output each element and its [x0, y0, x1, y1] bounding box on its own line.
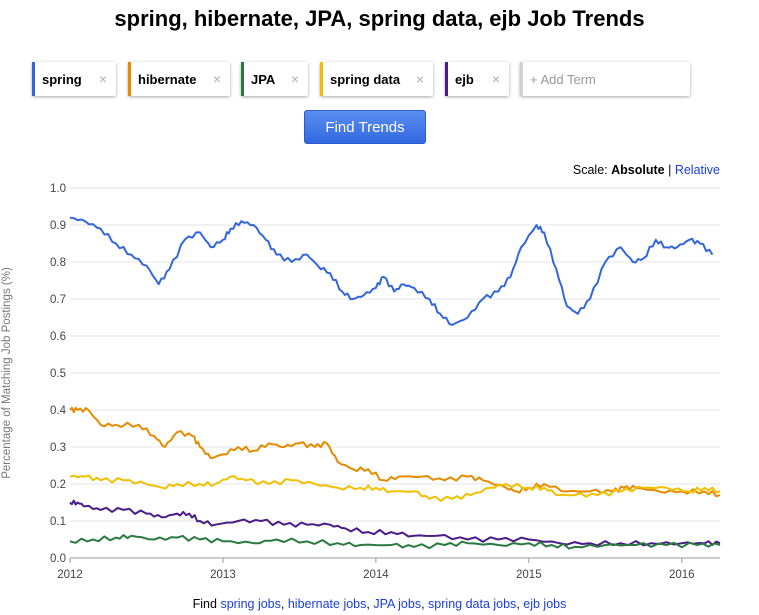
y-tick-label: 1.0: [50, 183, 66, 195]
term-label: ejb: [455, 72, 474, 87]
add-term-input[interactable]: + Add Term: [520, 62, 690, 96]
series-line-hibernate: [69, 406, 721, 498]
y-axis-label: Percentage of Matching Job Postings (%): [1, 267, 13, 479]
y-tick-label: 0.3: [50, 442, 66, 454]
remove-icon[interactable]: ×: [491, 71, 500, 87]
series-line-jpa: [69, 534, 721, 550]
footer-find-jobs: Find spring jobs, hibernate jobs, JPA jo…: [0, 597, 759, 611]
term-chip-hibernate[interactable]: hibernate ×: [128, 62, 230, 96]
x-tick-label: 2015: [516, 569, 542, 581]
x-tick-label: 2014: [363, 569, 389, 581]
footer-prefix: Find: [192, 597, 217, 611]
y-tick-label: 0.8: [50, 257, 66, 269]
term-color-bar: [520, 62, 523, 96]
footer-sep: ,: [280, 597, 285, 611]
term-color-bar: [128, 62, 131, 96]
find-trends-button[interactable]: Find Trends: [304, 110, 426, 144]
term-color-bar: [241, 62, 244, 96]
term-label: JPA: [251, 72, 276, 87]
scale-separator: |: [668, 163, 672, 177]
term-color-bar: [445, 62, 448, 96]
series-line-ejb: [69, 499, 721, 547]
remove-icon[interactable]: ×: [415, 71, 424, 87]
page-title: spring, hibernate, JPA, spring data, ejb…: [114, 6, 645, 31]
add-term-placeholder: + Add Term: [530, 72, 596, 87]
scale-selector: Scale: Absolute | Relative: [573, 163, 720, 177]
footer-sep: ,: [366, 597, 370, 611]
term-label: spring data: [330, 72, 401, 87]
hibernate-jobs-link[interactable]: hibernate jobs: [287, 597, 367, 611]
y-tick-label: 0.6: [50, 331, 66, 343]
remove-icon[interactable]: ×: [290, 71, 299, 87]
term-chip-jpa[interactable]: JPA ×: [241, 62, 308, 96]
scale-absolute-option[interactable]: Absolute: [611, 163, 665, 177]
series-line-spring: [69, 216, 714, 326]
remove-icon[interactable]: ×: [212, 71, 221, 87]
y-tick-label: 0.5: [50, 368, 66, 380]
y-tick-label: 0.1: [50, 516, 66, 528]
term-label: hibernate: [138, 72, 197, 87]
series-line-spring-data: [69, 474, 721, 502]
y-tick-label: 0.4: [50, 405, 67, 417]
term-chip-spring-data[interactable]: spring data ×: [320, 62, 433, 96]
footer-sep: ,: [421, 597, 425, 611]
term-color-bar: [32, 62, 35, 96]
term-chip-spring[interactable]: spring ×: [32, 62, 116, 96]
jpa-jobs-link[interactable]: JPA jobs: [373, 597, 422, 611]
x-tick-label: 2012: [57, 569, 83, 581]
remove-icon[interactable]: ×: [98, 71, 107, 87]
spring-jobs-link[interactable]: spring jobs: [220, 597, 281, 611]
y-tick-label: 0.7: [50, 294, 66, 306]
x-tick-label: 2013: [210, 569, 236, 581]
footer-sep: ,: [516, 597, 520, 611]
y-tick-label: 0.0: [50, 553, 66, 565]
spring-data-jobs-link[interactable]: spring data jobs: [428, 597, 517, 611]
scale-label: Scale:: [572, 163, 608, 177]
scale-relative-link[interactable]: Relative: [674, 163, 720, 177]
y-tick-label: 0.9: [50, 220, 66, 232]
x-tick-label: 2016: [669, 569, 695, 581]
term-label: spring: [42, 72, 82, 87]
term-chip-ejb[interactable]: ejb ×: [445, 62, 509, 96]
ejb-jobs-link[interactable]: ejb jobs: [523, 597, 567, 611]
y-tick-label: 0.2: [50, 479, 66, 491]
term-color-bar: [320, 62, 323, 96]
job-trends-chart: 0.0 0.1 0.2 0.3 0.4 0.5 0.6 0.7 0.8 0.9 1.0 2012 201…: [1, 183, 721, 581]
